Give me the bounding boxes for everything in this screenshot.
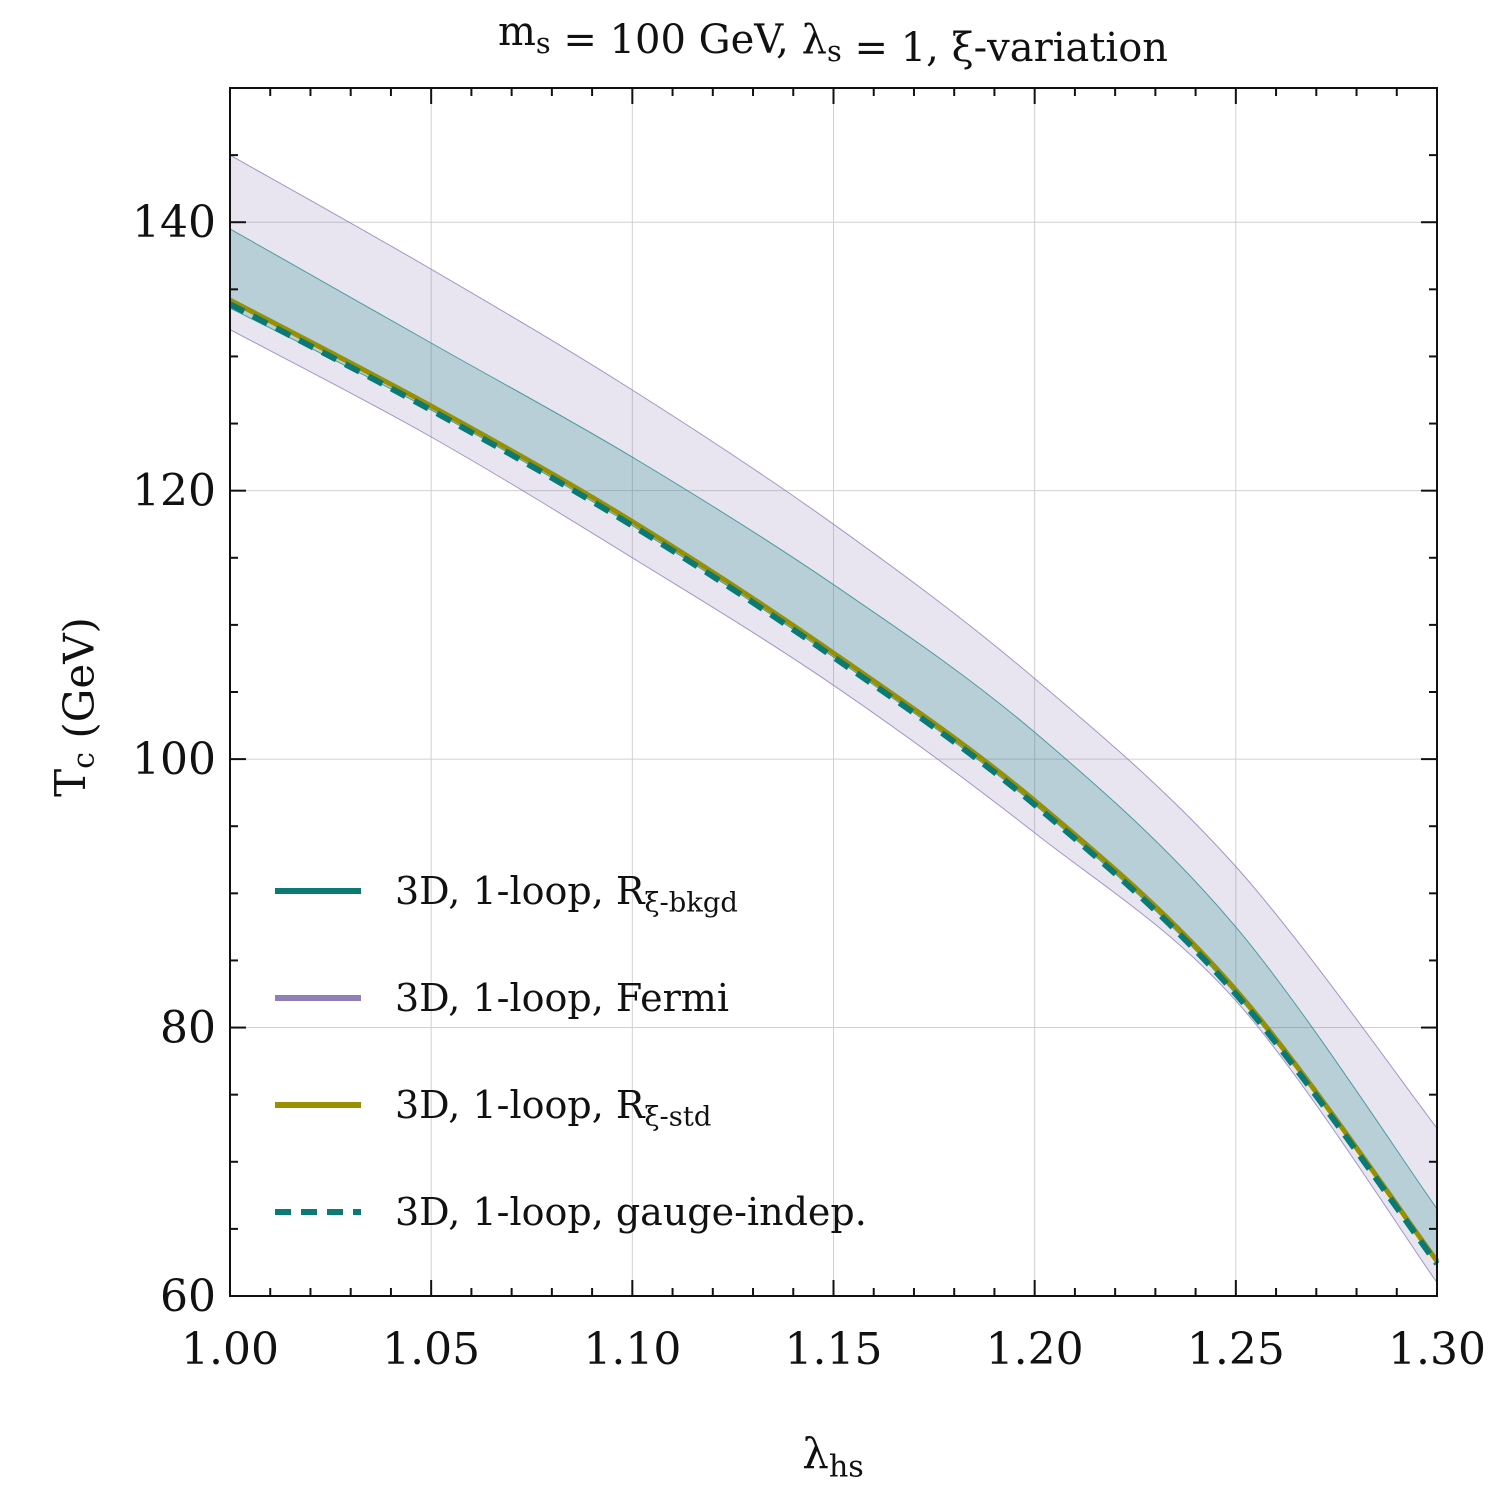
legend-label: 3D, 1-loop, Rξ-bkgd <box>395 869 738 919</box>
x-tick-label: 1.30 <box>1388 1324 1486 1375</box>
series-lines <box>228 297 1440 1266</box>
x-axis-label: λhs <box>802 1429 864 1484</box>
y-tick-label: 140 <box>132 197 216 248</box>
chart-title: ms = 100 GeV, λs = 1, ξ-variation <box>498 9 1168 71</box>
x-tick-label: 1.10 <box>583 1324 681 1375</box>
series-line <box>228 297 1440 1263</box>
legend-label: 3D, 1-loop, Fermi <box>395 976 729 1020</box>
x-tick-label: 1.20 <box>986 1324 1084 1375</box>
legend-label: 3D, 1-loop, gauge-indep. <box>395 1190 867 1234</box>
legend-label: 3D, 1-loop, Rξ-std <box>395 1083 711 1133</box>
series-line <box>228 301 1440 1266</box>
x-tick-label: 1.00 <box>181 1324 279 1375</box>
y-tick-label: 60 <box>160 1271 216 1322</box>
y-tick-label: 80 <box>160 1003 216 1054</box>
x-tick-label: 1.15 <box>785 1324 883 1375</box>
grid <box>229 88 1438 1297</box>
y-axis-label: Tc (GeV) <box>46 617 103 797</box>
legend: 3D, 1-loop, Rξ-bkgd 3D, 1-loop, Fermi 3D, … <box>275 869 867 1234</box>
x-tick-label: 1.25 <box>1187 1324 1285 1375</box>
x-tick-label: 1.05 <box>382 1324 480 1375</box>
chart-title-group: ms = 100 GeV, λs = 1, ξ-variation <box>498 9 1168 71</box>
x-tick-labels: 1.00 1.05 1.10 1.15 1.20 1.25 1.30 <box>181 1324 1486 1375</box>
y-tick-label: 100 <box>132 734 216 785</box>
y-tick-labels: 60 80 100 120 140 <box>132 197 216 1322</box>
ticks <box>229 87 1438 1297</box>
y-tick-label: 120 <box>132 466 216 517</box>
